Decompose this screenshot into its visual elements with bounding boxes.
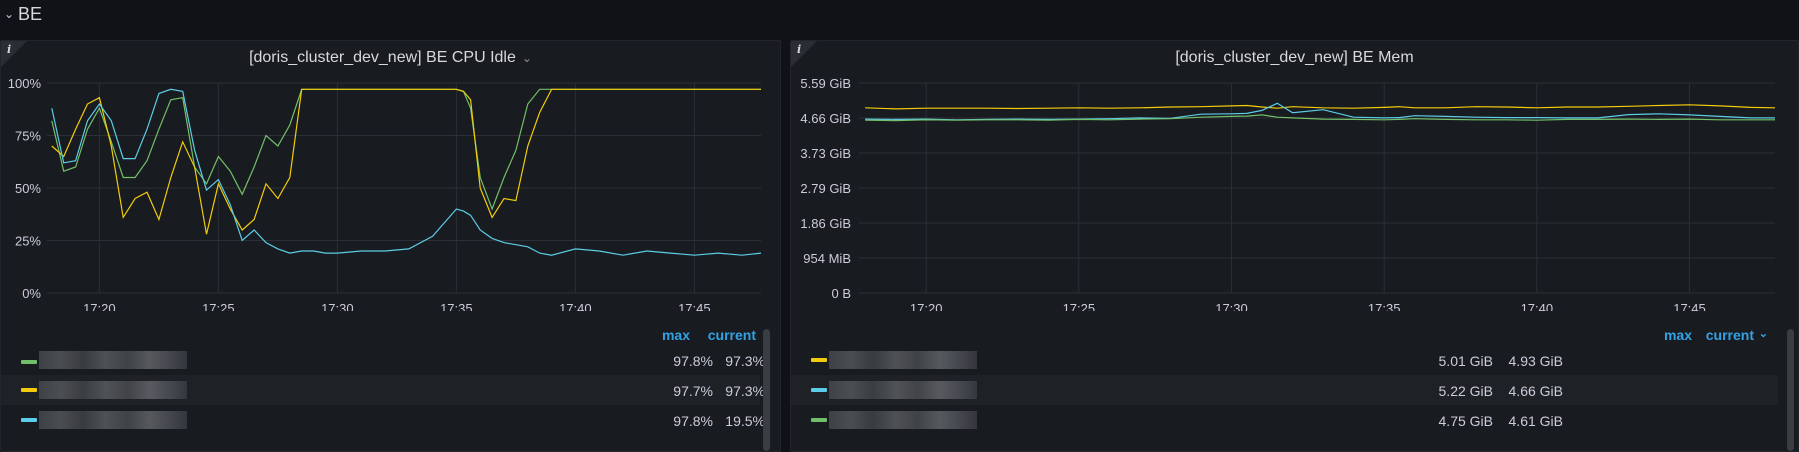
y-tick-label: 4.66 GiB <box>800 111 851 126</box>
x-tick-label: 17:25 <box>202 301 235 311</box>
legend-header-max[interactable]: max <box>661 327 690 343</box>
panel-corner <box>791 41 817 67</box>
legend-max: 5.01 GiB <box>1438 353 1493 369</box>
series-swatch <box>21 360 37 364</box>
legend: max current ⌄ 5.01 GiB 4.93 GiB 5.22 GiB… <box>791 327 1798 451</box>
legend-row[interactable]: 97.8% 19.5% <box>1 405 765 435</box>
series-swatch <box>811 388 827 392</box>
chevron-down-icon[interactable]: ⌄ <box>1758 328 1768 340</box>
legend-max: 97.8% <box>673 413 713 429</box>
legend-current: 4.66 GiB <box>1508 383 1563 399</box>
legend-current: 4.61 GiB <box>1508 413 1563 429</box>
legend-max: 97.7% <box>673 383 713 399</box>
panel-title[interactable]: [doris_cluster_dev_new] BE Mem <box>791 47 1798 69</box>
chevron-down-icon[interactable]: ⌄ <box>521 51 532 65</box>
legend-row[interactable]: 5.01 GiB 4.93 GiB <box>791 345 1778 375</box>
redacted-series-name <box>829 411 977 429</box>
y-tick-label: 5.59 GiB <box>800 76 851 91</box>
panel-title[interactable]: [doris_cluster_dev_new] BE CPU Idle ⌄ <box>1 47 780 69</box>
legend-current: 19.5% <box>725 413 765 429</box>
panel-cpu-idle: i [doris_cluster_dev_new] BE CPU Idle ⌄ 0… <box>0 40 781 452</box>
redacted-series-name <box>39 411 187 429</box>
legend-header-max[interactable]: max <box>1663 327 1692 343</box>
be-mem-chart[interactable]: 0 B 954 MiB 1.86 GiB 2.79 GiB 3.73 GiB 4.66 G… <box>791 71 1798 311</box>
y-tick-label: 3.73 GiB <box>800 146 851 161</box>
y-tick-label: 0 B <box>831 286 851 301</box>
x-tick-label: 17:35 <box>1368 301 1401 311</box>
y-tick-label: 2.79 GiB <box>800 181 851 196</box>
series-swatch <box>21 388 37 392</box>
series-line <box>865 102 1775 121</box>
x-tick-label: 17:40 <box>559 301 592 311</box>
info-icon[interactable]: i <box>797 43 802 56</box>
x-tick-label: 17:20 <box>910 301 943 311</box>
legend-header: max current <box>650 327 756 349</box>
redacted-series-name <box>39 351 187 369</box>
x-tick-label: 17:45 <box>678 301 711 311</box>
series-line <box>51 88 761 235</box>
legend-scrollbar[interactable] <box>763 329 770 451</box>
legend-row[interactable]: 97.7% 97.3% <box>1 375 765 405</box>
legend-current: 97.3% <box>725 383 765 399</box>
series-swatch <box>811 418 827 422</box>
redacted-series-name <box>829 351 977 369</box>
row-header-be[interactable]: ⌄ BE <box>0 0 1799 28</box>
y-tick-label: 75% <box>15 129 41 144</box>
y-tick-label: 25% <box>15 234 41 249</box>
info-icon[interactable]: i <box>7 43 12 56</box>
x-tick-label: 17:30 <box>1215 301 1248 311</box>
y-tick-label: 0% <box>22 286 41 301</box>
x-tick-label: 17:25 <box>1063 301 1096 311</box>
legend-current: 4.93 GiB <box>1508 353 1563 369</box>
y-tick-label: 100% <box>8 76 42 91</box>
x-tick-label: 17:30 <box>321 301 354 311</box>
row-title: BE <box>18 3 43 24</box>
legend-row[interactable]: 4.75 GiB 4.61 GiB <box>791 405 1778 435</box>
redacted-series-name <box>39 381 187 399</box>
y-tick-label: 954 MiB <box>803 251 851 266</box>
panel-be-mem: i [doris_cluster_dev_new] BE Mem 0 B 954 … <box>790 40 1799 452</box>
series-swatch <box>811 358 827 362</box>
x-tick-label: 17:20 <box>83 301 116 311</box>
redacted-series-name <box>829 381 977 399</box>
panel-title-text: [doris_cluster_dev_new] BE CPU Idle <box>249 49 516 66</box>
y-tick-label: 50% <box>15 181 41 196</box>
cpu-idle-chart[interactable]: 0% 25% 50% 75% 100% 17:20 17:25 17:30 17:35 17:40… <box>1 71 780 311</box>
x-tick-label: 17:45 <box>1673 301 1706 311</box>
series-line <box>865 114 1775 122</box>
y-tick-label: 1.86 GiB <box>800 216 851 231</box>
legend-max: 5.22 GiB <box>1438 383 1493 399</box>
series-swatch <box>21 418 37 422</box>
legend-header-current[interactable]: current <box>707 327 756 343</box>
legend-row[interactable]: 97.8% 97.3% <box>1 345 765 375</box>
series-line <box>51 88 761 211</box>
series-line <box>51 88 762 256</box>
legend-max: 4.75 GiB <box>1438 413 1493 429</box>
legend: max current 97.8% 97.3% 97.7% 97.3% 97.8… <box>1 327 780 451</box>
panel-corner <box>1 41 27 67</box>
chevron-down-icon[interactable]: ⌄ <box>4 7 15 21</box>
series-line <box>865 104 1776 110</box>
legend-scrollbar[interactable] <box>1787 329 1794 451</box>
x-tick-label: 17:40 <box>1521 301 1554 311</box>
legend-header: max current ⌄ <box>1652 327 1768 349</box>
legend-max: 97.8% <box>673 353 713 369</box>
legend-header-current[interactable]: current <box>1705 327 1754 343</box>
legend-current: 97.3% <box>725 353 765 369</box>
panel-title-text: [doris_cluster_dev_new] BE Mem <box>1175 49 1414 66</box>
legend-row[interactable]: 5.22 GiB 4.66 GiB <box>791 375 1778 405</box>
x-tick-label: 17:35 <box>440 301 473 311</box>
